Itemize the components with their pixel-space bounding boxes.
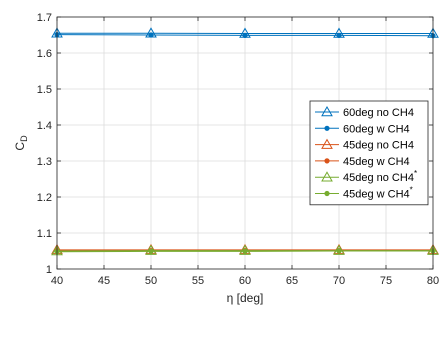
x-tick-label: 50 <box>145 275 157 287</box>
legend-marker <box>321 138 333 149</box>
legend-label-text: 45deg w CH4 <box>343 156 410 168</box>
legend-marker <box>324 190 330 197</box>
data-point <box>145 244 157 255</box>
legend-item: 60deg w CH4 <box>315 123 410 135</box>
legend-label-sup: * <box>410 186 413 195</box>
y-axis-label-main: C <box>13 142 27 151</box>
data-point <box>148 32 154 38</box>
legend-label: 45deg w CH4* <box>343 186 413 201</box>
legend-marker <box>321 171 333 182</box>
x-tick-label: 40 <box>51 275 63 287</box>
y-tick-label: 1.1 <box>37 228 52 240</box>
y-tick-label: 1.7 <box>37 12 52 24</box>
legend-label-sup: * <box>414 169 417 178</box>
x-tick-label: 80 <box>427 275 439 287</box>
x-tick-label: 75 <box>380 275 392 287</box>
legend-label-text: 45deg no CH4 <box>343 140 414 152</box>
legend-item: 45deg w CH4* <box>315 186 413 201</box>
x-tick-label: 65 <box>286 275 298 287</box>
legend-item: 45deg no CH4* <box>315 169 417 184</box>
legend-label: 60deg w CH4 <box>343 123 410 135</box>
x-tick-label: 70 <box>333 275 345 287</box>
legend-box <box>309 100 429 206</box>
x-tick-label: 45 <box>98 275 110 287</box>
y-tick-label: 1 <box>46 264 52 276</box>
ticks <box>56 16 434 270</box>
legend-label-text: 45deg w CH4 <box>343 189 410 201</box>
legend-label-text: 60deg no CH4 <box>343 107 414 119</box>
data-point <box>333 244 345 255</box>
tick-labels: 40 45 50 55 60 65 70 75 80 1 1.1 1.2 1.3 1.4 1.5 1.6 1.7 <box>37 12 439 287</box>
legend-item: 60deg no CH4 <box>315 105 414 119</box>
data-point <box>148 248 154 254</box>
legend-label-text: 60deg w CH4 <box>343 123 410 135</box>
x-axis-label: η [deg] <box>227 291 264 305</box>
legend-marker <box>324 158 330 164</box>
y-tick-label: 1.6 <box>37 48 52 60</box>
x-tick-label: 60 <box>239 275 251 287</box>
y-axis-label: CD <box>13 135 29 151</box>
y-axis-label-sub: D <box>19 135 29 142</box>
data-point <box>336 32 342 38</box>
legend-label-text: 45deg no CH4 <box>343 172 414 184</box>
y-tick-label: 1.5 <box>37 84 52 96</box>
series-layer <box>51 27 439 256</box>
legend-label: 45deg no CH4* <box>343 169 417 184</box>
data-point <box>239 244 251 255</box>
x-tick-label: 55 <box>192 275 204 287</box>
y-tick-label: 1.3 <box>37 156 52 168</box>
legend-item: 45deg no CH4 <box>315 138 414 152</box>
legend-marker <box>324 125 330 131</box>
legend-marker <box>321 105 333 117</box>
y-tick-label: 1.4 <box>37 120 52 132</box>
legend-label: 45deg w CH4 <box>343 156 410 168</box>
legend-label: 60deg no CH4 <box>343 107 414 119</box>
y-tick-label: 1.2 <box>37 192 52 204</box>
data-point <box>242 32 248 38</box>
data-point <box>336 248 342 254</box>
legend-item: 45deg w CH4 <box>315 156 410 168</box>
data-point <box>242 248 248 254</box>
legend-label: 45deg no CH4 <box>343 140 414 152</box>
